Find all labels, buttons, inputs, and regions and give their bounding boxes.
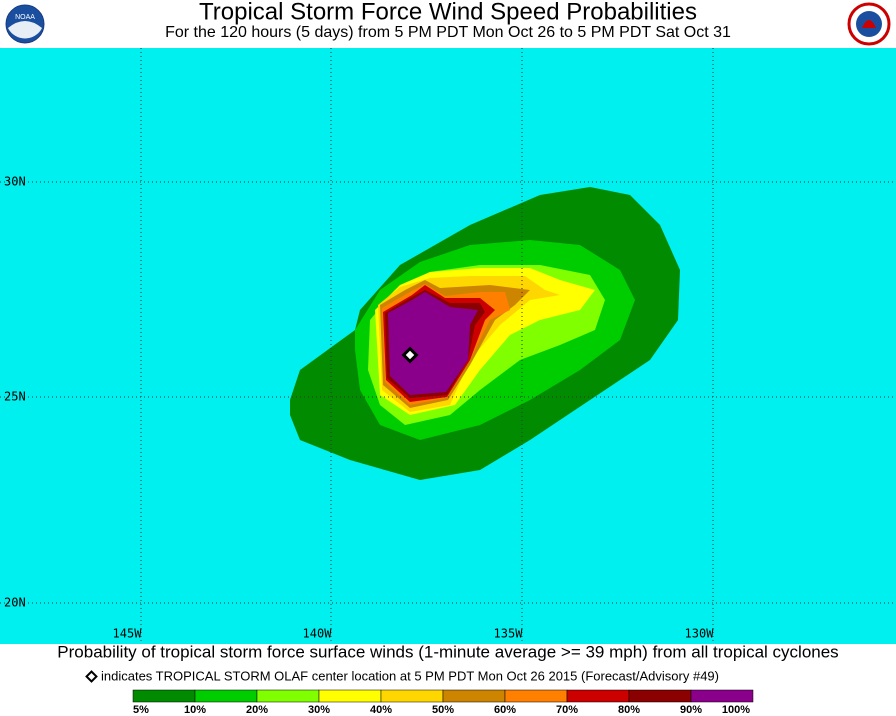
- legend-label: 100%: [722, 704, 750, 716]
- legend-swatch: [504, 689, 568, 703]
- lat-label: 30N: [4, 175, 26, 189]
- contour: [388, 292, 478, 395]
- storm-center: [401, 346, 419, 364]
- grid: 30N 25N 20N 145W 140W 135W 130W: [0, 48, 896, 644]
- title: Tropical Storm Force Wind Speed Probabil…: [199, 0, 697, 25]
- nws-logo: [847, 2, 891, 46]
- legend-label: 80%: [618, 704, 640, 716]
- legend: 5% 10% 20% 30% 40% 50% 60% 70% 80% 90% 100%: [132, 689, 754, 716]
- legend-swatch: [442, 689, 506, 703]
- subtitle: For the 120 hours (5 days) from 5 PM PDT…: [165, 24, 731, 41]
- lon-label: 135W: [494, 627, 524, 641]
- noaa-text: NOAA: [15, 14, 35, 21]
- nws-flame: [862, 20, 876, 28]
- noaa-logo: NOAA: [5, 4, 45, 44]
- legend-label: 50%: [432, 704, 454, 716]
- lon-label: 130W: [685, 627, 715, 641]
- note-marker: [85, 670, 98, 683]
- legend-label: 40%: [370, 704, 392, 716]
- legend-label: 10%: [184, 704, 206, 716]
- legend-swatch: [318, 689, 382, 703]
- legend-swatch: [690, 689, 754, 703]
- legend-swatch: [628, 689, 692, 703]
- legend-label: 30%: [308, 704, 330, 716]
- legend-swatch: [566, 689, 630, 703]
- probability-contours: [290, 187, 680, 480]
- legend-label: 5%: [133, 704, 149, 716]
- legend-swatch: [194, 689, 258, 703]
- lat-label: 25N: [4, 390, 26, 404]
- lon-label: 145W: [113, 627, 143, 641]
- note-diamond: [85, 670, 98, 683]
- noaa-bird: [8, 21, 42, 39]
- legend-label: 90%: [680, 704, 702, 716]
- legend-swatch: [256, 689, 320, 703]
- lat-label: 20N: [4, 596, 26, 610]
- note: indicates TROPICAL STORM OLAF center loc…: [101, 668, 719, 683]
- legend-label: 70%: [556, 704, 578, 716]
- caption: Probability of tropical storm force surf…: [57, 642, 838, 661]
- legend-swatch: [132, 689, 196, 703]
- legend-swatch: [380, 689, 444, 703]
- legend-label: 60%: [494, 704, 516, 716]
- lon-label: 140W: [303, 627, 333, 641]
- legend-label: 20%: [246, 704, 268, 716]
- center-marker-inner: [405, 350, 415, 360]
